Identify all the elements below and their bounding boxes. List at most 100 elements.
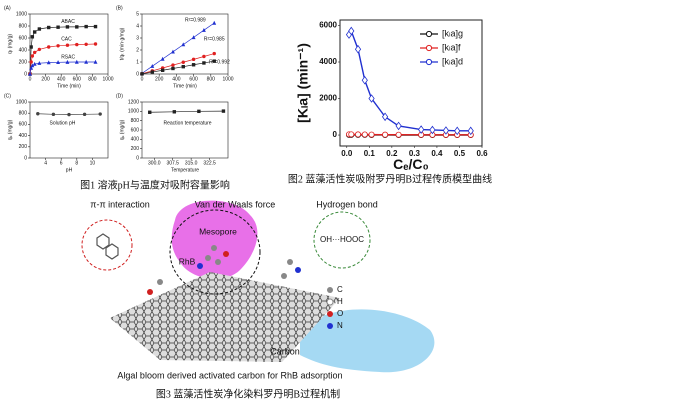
- annotation: R²=0.985: [204, 37, 225, 43]
- marker: [84, 42, 88, 46]
- label: OH···HOOC: [320, 235, 364, 244]
- x-tick-label: 300.0: [148, 160, 161, 166]
- marker: [181, 60, 185, 64]
- marker: [51, 112, 56, 117]
- marker: [148, 110, 152, 114]
- legend-label: [kₗa]f: [442, 42, 461, 52]
- legend-label: RSAC: [61, 54, 75, 60]
- x-tick-label: 0.3: [409, 149, 421, 158]
- marker: [84, 24, 88, 29]
- x-tick-label: 200: [41, 76, 50, 82]
- y-tick-label: 4000: [319, 57, 337, 66]
- marker: [150, 70, 155, 74]
- x-axis-label: Time (min): [57, 83, 81, 89]
- x-tick-label: 6: [60, 160, 63, 166]
- y-axis-label: qₑ (mg/g): [7, 119, 13, 140]
- marker: [181, 64, 185, 69]
- atom-label: N: [337, 321, 343, 330]
- marker: [160, 56, 165, 61]
- y-tick-label: 400: [19, 47, 28, 53]
- y-tick-label: 1000: [16, 11, 27, 17]
- x-tick-label: 400: [57, 76, 66, 82]
- x-tick-label: 600: [73, 76, 82, 82]
- plot-frame: [141, 101, 229, 159]
- atom-label: C: [337, 285, 343, 294]
- plot-frame: [339, 19, 483, 147]
- y-tick-label: 600: [19, 122, 28, 128]
- legend-label: CAC: [61, 36, 72, 42]
- annotation: R²=0.992: [209, 59, 230, 65]
- legend-marker: [425, 30, 433, 38]
- marker: [75, 42, 79, 47]
- label: π-π interaction: [90, 199, 149, 209]
- y-tick-label: 5: [136, 11, 139, 17]
- y-axis-label: qₜ (mg/g): [7, 34, 13, 54]
- panel-label: (B): [116, 5, 123, 11]
- y-tick-label: 0: [136, 71, 139, 77]
- marker: [348, 131, 355, 138]
- marker: [65, 43, 70, 47]
- marker: [381, 112, 389, 122]
- y-tick-label: 800: [19, 111, 28, 117]
- marker: [98, 112, 102, 116]
- marker: [140, 72, 144, 76]
- x-tick-label: 400: [172, 76, 181, 82]
- y-tick-label: 600: [19, 35, 28, 41]
- x-tick-label: 0: [29, 76, 32, 82]
- marker: [32, 30, 37, 34]
- x-tick-label: 800: [207, 76, 216, 82]
- marker: [395, 131, 402, 138]
- x-tick-label: 200: [155, 76, 164, 82]
- marker: [442, 126, 450, 135]
- marker: [36, 112, 40, 116]
- hbond-circle: [313, 211, 371, 269]
- x-tick-label: 0.6: [476, 149, 488, 158]
- x-axis-label: Temperature: [171, 167, 199, 173]
- marker: [418, 125, 425, 134]
- y-tick-label: 200: [19, 144, 28, 150]
- caption: 图3 蓝藻活性炭净化染料罗丹明B过程机制: [156, 387, 340, 400]
- marker: [172, 110, 177, 114]
- marker: [29, 65, 34, 70]
- marker: [191, 63, 196, 67]
- marker: [361, 131, 368, 138]
- marker: [47, 25, 51, 30]
- marker: [181, 42, 186, 47]
- y-tick-label: 0: [333, 130, 338, 139]
- series-line: [141, 22, 215, 74]
- series-line: [141, 60, 215, 75]
- marker: [171, 49, 175, 54]
- y-tick-label: 2: [136, 47, 139, 53]
- y-tick-label: 800: [131, 118, 140, 124]
- marker: [355, 131, 362, 138]
- x-tick-label: 1000: [222, 76, 233, 82]
- y-tick-label: 1000: [128, 109, 139, 115]
- marker: [93, 59, 98, 64]
- marker: [467, 126, 474, 136]
- mechanism-diagram: π-π interaction Van der Waals force Hydr…: [81, 199, 435, 380]
- marker: [29, 60, 33, 64]
- marker: [395, 121, 402, 131]
- marker: [30, 35, 35, 39]
- caption: 图1 溶液pH与温度对吸附容量影响: [80, 178, 230, 191]
- y-tick-label: 200: [131, 146, 140, 152]
- marker: [429, 125, 436, 135]
- note: Reaction temperature: [164, 121, 212, 127]
- description: Algal bloom derived activated carbon for…: [117, 370, 342, 380]
- marker: [30, 54, 35, 58]
- y-tick-label: 0: [136, 155, 139, 161]
- legend-label: [kₗa]g: [442, 28, 463, 38]
- y-tick-label: 3: [136, 35, 139, 41]
- marker: [212, 51, 216, 56]
- marker: [28, 71, 32, 76]
- label: Van der Waals force: [195, 199, 276, 209]
- label: Mesopore: [199, 226, 237, 236]
- y-axis-label: t/qₜ (min·g/mg): [119, 27, 125, 60]
- marker: [75, 25, 79, 29]
- x-tick-label: 0.4: [431, 149, 443, 158]
- x-tick-label: 322.5: [203, 160, 216, 166]
- marker: [171, 66, 175, 71]
- x-tick-label: 0: [141, 76, 144, 82]
- marker: [56, 60, 61, 64]
- y-tick-label: 800: [19, 23, 28, 29]
